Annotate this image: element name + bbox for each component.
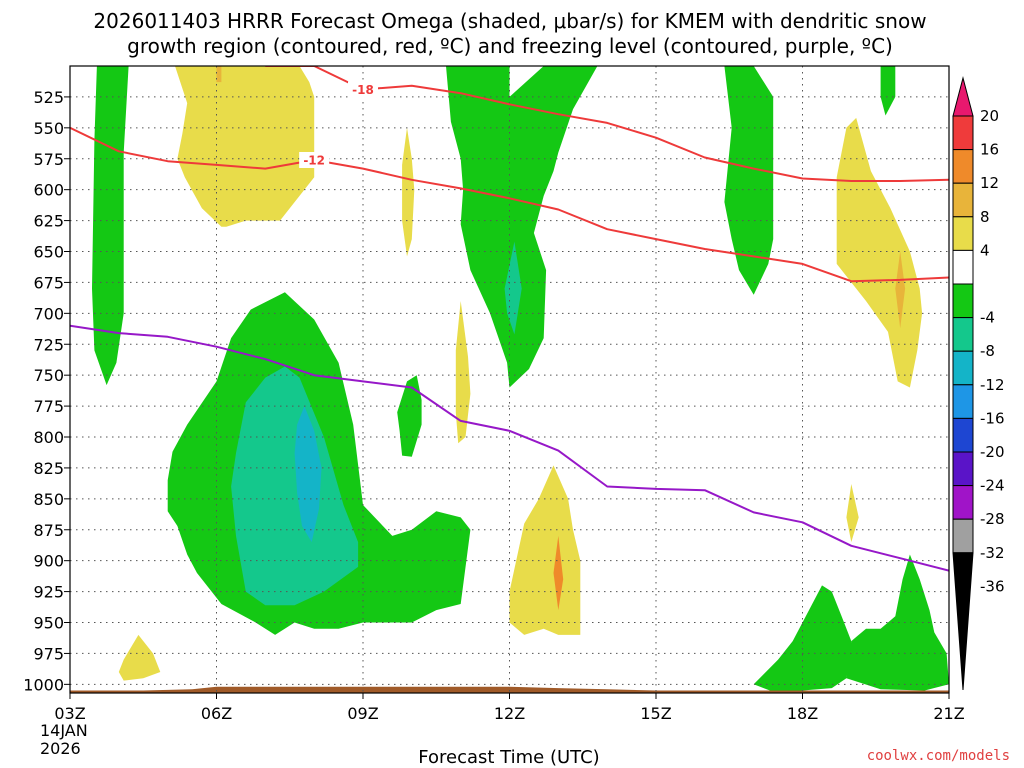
colorbar-tick-16: 16	[980, 141, 999, 159]
omega-region-10	[92, 66, 129, 386]
date-label-year: 2026	[40, 739, 81, 758]
y-tick-800: 800	[33, 428, 64, 447]
colorbar-tick--12: -12	[980, 376, 1005, 394]
omega-region-3	[455, 301, 471, 444]
x-tick-03Z: 03Z	[54, 704, 85, 723]
colorbar-tick--24: -24	[980, 477, 1005, 495]
colorbar-tick--8: -8	[980, 342, 995, 360]
y-tick-950: 950	[33, 614, 64, 633]
omega-region-8	[895, 251, 906, 329]
omega-region-13	[880, 66, 896, 116]
ground-strip	[70, 686, 949, 693]
colorbar-segment-9	[952, 384, 974, 419]
colorbar-segment-8	[952, 350, 974, 386]
omega-region-14	[724, 66, 774, 295]
omega-region-0	[175, 66, 315, 227]
colorbar-bottom-triangle	[952, 552, 974, 691]
y-axis: 525 550 575 600 625 650 675 700 725 750 775 800 825 8…	[23, 88, 70, 694]
colorbar-tick-8: 8	[980, 208, 990, 226]
omega-region-2	[402, 127, 415, 257]
colorbar-tick--28: -28	[980, 510, 1005, 528]
x-axis-title: Forecast Time (UTC)	[418, 747, 599, 768]
grid	[70, 66, 949, 693]
y-tick-550: 550	[33, 119, 64, 138]
freezing-level-line	[70, 324, 949, 572]
colorbar-top-triangle	[952, 76, 974, 117]
y-tick-750: 750	[33, 366, 64, 385]
contours: -18 -12	[70, 66, 949, 572]
colorbar-segment-10	[952, 417, 974, 453]
y-tick-925: 925	[33, 583, 64, 602]
omega-region-1	[216, 66, 222, 83]
x-tick-15Z: 15Z	[640, 704, 671, 723]
colorbar-tick-20: 20	[980, 107, 999, 125]
x-tick-12Z: 12Z	[494, 704, 525, 723]
colorbar-segment-13	[952, 518, 974, 554]
y-tick-1000: 1000	[23, 675, 64, 694]
omega-region-19	[846, 554, 949, 691]
colorbar-segment-7	[952, 317, 974, 352]
contour-label--18: -18	[352, 83, 374, 97]
omega-region-17	[231, 366, 359, 606]
omega-region-9	[846, 484, 859, 543]
y-tick-600: 600	[33, 181, 64, 200]
colorbar-segment-11	[952, 451, 974, 487]
colorbar-segment-12	[952, 485, 974, 520]
colorbar-tick--32: -32	[980, 544, 1005, 562]
colorbar-tick--4: -4	[980, 309, 995, 327]
x-tick-09Z: 09Z	[347, 704, 378, 723]
x-tick-18Z: 18Z	[787, 704, 818, 723]
colorbar-segment-2	[952, 149, 974, 184]
credit-text: coolwx.com/models	[867, 748, 1010, 764]
colorbar: 20 16 12 8 4 -4 -8 -12 -16 -20 -24 -28 -32 -36	[952, 76, 1005, 691]
contour-label--12: -12	[303, 153, 325, 167]
y-tick-675: 675	[33, 273, 64, 292]
omega-region-20	[753, 585, 852, 692]
colorbar-segment-6	[952, 283, 974, 319]
omega-region-12	[504, 241, 522, 335]
x-tick-21Z: 21Z	[933, 704, 964, 723]
y-tick-850: 850	[33, 490, 64, 509]
colorbar-tick--16: -16	[980, 409, 1005, 427]
date-label-day: 14JAN	[40, 721, 88, 740]
dgz-contour--18	[265, 66, 949, 182]
y-tick-725: 725	[33, 335, 64, 354]
chart-title-line1: 2026011403 HRRR Forecast Omega (shaded, …	[93, 9, 926, 33]
omega-region-18	[294, 406, 322, 543]
y-tick-650: 650	[33, 243, 64, 262]
omega-region-15	[397, 375, 422, 457]
y-tick-975: 975	[33, 644, 64, 663]
contour-label-bg	[299, 151, 330, 168]
colorbar-tick--20: -20	[980, 443, 1005, 461]
y-tick-625: 625	[33, 212, 64, 231]
y-tick-825: 825	[33, 459, 64, 478]
y-tick-700: 700	[33, 304, 64, 323]
colorbar-tick--36: -36	[980, 577, 1005, 595]
omega-region-6	[118, 634, 161, 681]
omega-region-11	[446, 66, 598, 388]
y-tick-775: 775	[33, 397, 64, 416]
y-tick-900: 900	[33, 552, 64, 571]
colorbar-tick-4: 4	[980, 241, 990, 259]
omega-region-5	[553, 535, 564, 611]
colorbar-tick-12: 12	[980, 174, 999, 192]
omega-shading	[70, 66, 949, 693]
dgz-contour--12	[70, 126, 949, 283]
colorbar-segment-5	[952, 249, 974, 285]
omega-region-4	[509, 465, 581, 635]
x-axis: 03Z 06Z 09Z 12Z 15Z 18Z 21Z	[54, 693, 965, 723]
chart-title-line2: growth region (contoured, red, ºC) and f…	[127, 34, 893, 58]
y-tick-575: 575	[33, 150, 64, 169]
y-tick-525: 525	[33, 88, 64, 107]
x-tick-06Z: 06Z	[201, 704, 232, 723]
contour-label-bg	[348, 81, 378, 98]
colorbar-segment-3	[952, 182, 974, 218]
colorbar-segment-4	[952, 216, 974, 251]
colorbar-segment-1	[952, 115, 974, 151]
y-tick-875: 875	[33, 521, 64, 540]
